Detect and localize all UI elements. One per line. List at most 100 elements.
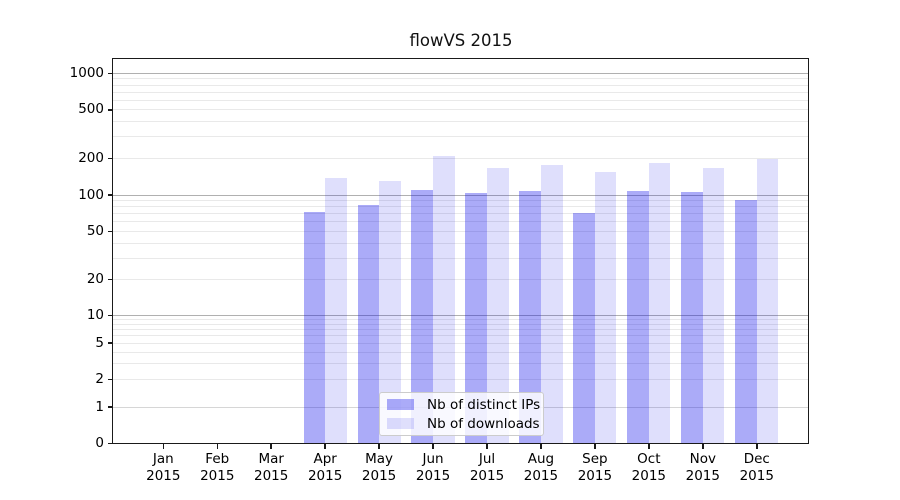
- bar-downloads-may: [379, 181, 401, 444]
- gridline-minor-800: [113, 84, 808, 86]
- gridline-minor-600: [113, 99, 808, 101]
- gridline-minor-50: [113, 230, 808, 232]
- y-tick-500: [107, 109, 113, 111]
- y-tick-1: [107, 406, 113, 408]
- x-tick-label-aug: Aug 2015: [523, 451, 559, 484]
- y-tick-0: [107, 442, 113, 445]
- y-tick-label-1000: 1000: [69, 64, 104, 81]
- gridline-minor-80: [113, 206, 808, 208]
- x-tick-label-jan: Jan 2015: [146, 451, 181, 484]
- y-tick-label-2: 2: [95, 371, 104, 388]
- y-tick-label-10: 10: [86, 307, 104, 324]
- y-tick-label-0: 0: [95, 434, 104, 451]
- gridline-minor-4: [113, 351, 808, 353]
- gridline-minor-900: [113, 78, 808, 80]
- x-tick-jan: [162, 444, 165, 449]
- legend-swatch-downloads: [387, 418, 414, 429]
- x-tick-label-sep: Sep 2015: [577, 451, 613, 484]
- gridline-minor-70: [113, 213, 808, 215]
- y-tick-label-50: 50: [86, 222, 104, 239]
- x-tick-label-nov: Nov 2015: [685, 451, 720, 484]
- gridline-1000: [113, 72, 808, 74]
- x-tick-label-may: May 2015: [361, 451, 397, 484]
- bar-distinct-ips-may: [357, 205, 380, 444]
- y-tick-label-5: 5: [95, 334, 104, 351]
- gridline-minor-9: [113, 319, 808, 321]
- y-tick-label-200: 200: [78, 149, 104, 166]
- x-tick-apr: [324, 444, 326, 449]
- x-tick-feb: [216, 444, 218, 449]
- gridline-minor-500: [113, 109, 808, 111]
- y-tick-label-500: 500: [78, 101, 104, 118]
- x-tick-dec: [756, 444, 758, 449]
- x-tick-may: [378, 444, 380, 449]
- bar-downloads-nov: [702, 168, 725, 444]
- legend: Nb of distinct IPs Nb of downloads: [379, 392, 544, 436]
- legend-label-distinct-ips: Nb of distinct IPs: [427, 396, 541, 413]
- gridline-minor-30: [113, 257, 808, 259]
- bar-distinct-ips-jun: [411, 189, 434, 444]
- gridline-100: [113, 194, 808, 196]
- y-tick-label-1: 1: [95, 398, 104, 415]
- gridline-minor-40: [113, 242, 808, 244]
- bar-distinct-ips-apr: [303, 212, 326, 444]
- x-tick-label-jun: Jun 2015: [415, 451, 451, 484]
- gridline-minor-3: [113, 362, 808, 364]
- x-tick-oct: [648, 444, 650, 449]
- x-tick-label-dec: Dec 2015: [739, 451, 774, 484]
- gridline-minor-7: [113, 329, 808, 331]
- bar-downloads-jul: [487, 168, 509, 444]
- bar-distinct-ips-nov: [681, 192, 703, 444]
- y-tick-20: [107, 278, 113, 281]
- x-tick-label-jul: Jul 2015: [469, 451, 505, 484]
- x-tick-label-oct: Oct 2015: [631, 451, 667, 484]
- x-tick-label-apr: Apr 2015: [307, 451, 343, 484]
- y-tick-200: [107, 157, 113, 160]
- bar-distinct-ips-aug: [519, 191, 541, 444]
- gridline-minor-700: [113, 91, 808, 93]
- y-tick-2: [107, 378, 113, 381]
- x-tick-sep: [594, 444, 596, 449]
- bar-downloads-sep: [594, 172, 617, 444]
- gridline-minor-90: [113, 200, 808, 202]
- gridline-minor-20: [113, 278, 808, 280]
- bar-downloads-dec: [756, 158, 779, 444]
- x-tick-label-feb: Feb 2015: [200, 451, 235, 484]
- gridline-minor-200: [113, 157, 808, 159]
- bar-distinct-ips-oct: [627, 191, 649, 444]
- gridline-minor-8: [113, 324, 808, 326]
- x-tick-aug: [540, 444, 542, 449]
- gridline-minor-2: [113, 379, 808, 381]
- bar-distinct-ips-sep: [573, 212, 595, 444]
- gridline-minor-400: [113, 121, 808, 123]
- y-tick-1000: [107, 72, 113, 75]
- legend-item-distinct-ips: Nb of distinct IPs: [387, 396, 540, 413]
- bar-downloads-apr: [325, 178, 347, 444]
- legend-swatch-distinct-ips: [387, 399, 414, 410]
- bar-distinct-ips-dec: [735, 199, 757, 444]
- y-tick-label-20: 20: [86, 270, 104, 287]
- bar-downloads-aug: [540, 164, 563, 444]
- y-tick-100: [107, 194, 113, 196]
- x-tick-jul: [486, 444, 488, 449]
- bar-downloads-jun: [433, 155, 455, 444]
- gridline-minor-5: [113, 342, 808, 344]
- legend-label-downloads: Nb of downloads: [427, 415, 540, 432]
- x-tick-jun: [432, 444, 434, 449]
- legend-item-downloads: Nb of downloads: [387, 415, 540, 432]
- bar-downloads-oct: [648, 163, 671, 444]
- y-tick-10: [107, 314, 113, 317]
- x-tick-mar: [270, 444, 272, 449]
- x-tick-nov: [702, 444, 704, 449]
- gridline-minor-6: [113, 335, 808, 337]
- gridline-minor-60: [113, 221, 808, 223]
- y-tick-label-100: 100: [78, 186, 104, 203]
- gridline-minor-300: [113, 136, 808, 138]
- gridline-10: [113, 315, 808, 317]
- y-tick-5: [107, 342, 113, 344]
- bar-distinct-ips-jul: [465, 193, 487, 444]
- y-tick-50: [107, 230, 113, 233]
- x-tick-label-mar: Mar 2015: [254, 451, 289, 484]
- chart-title: flowVS 2015: [409, 31, 513, 50]
